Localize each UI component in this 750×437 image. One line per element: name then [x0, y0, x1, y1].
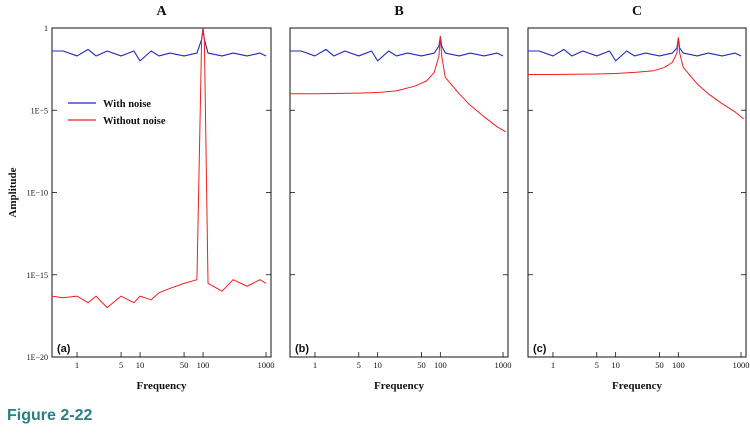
panel-a-y-tick-label: 1E−20 — [27, 353, 48, 362]
panel-a-series-with-noise — [52, 28, 267, 62]
panel-c-title: C — [632, 4, 642, 19]
panel-a-x-tick-label: 100 — [197, 360, 210, 370]
panel-b-x-tick-label: 1000 — [495, 360, 512, 370]
panel-b-x-axis-label: Frequency — [374, 380, 424, 392]
panel-a-title: A — [156, 4, 167, 19]
panel-c-x-tick-label: 1000 — [733, 360, 750, 370]
panel-a-y-tick-label: 1E−15 — [27, 271, 48, 280]
panel-c-x-tick-label: 50 — [655, 360, 664, 370]
panel-a-y-tick-label: 1E−5 — [31, 106, 48, 115]
panel-b-x-tick-label: 50 — [417, 360, 426, 370]
panel-b-x-tick-label: 1 — [313, 360, 317, 370]
panel-c-x-tick-label: 100 — [672, 360, 685, 370]
legend-entry-without-noise: Without noise — [103, 116, 166, 127]
panel-b-x-tick-label: 5 — [357, 360, 361, 370]
panel-b-series-with-noise — [290, 36, 504, 62]
panel-c-frame — [527, 27, 747, 358]
panel-b-panel-label: (b) — [295, 343, 309, 355]
legend-entry-with-noise: With noise — [103, 99, 151, 110]
panel-c-x-tick-label: 5 — [595, 360, 599, 370]
panel-a-series-without-noise — [51, 28, 267, 309]
panel-b-series-without-noise — [290, 36, 506, 133]
panel-c-x-tick-label: 1 — [551, 360, 555, 370]
panel-a-y-tick-label: 1 — [44, 24, 48, 33]
panel-b-x-tick-label: 10 — [373, 360, 382, 370]
panel-c-series-without-noise — [528, 37, 744, 120]
panel-a-y-tick-label: 1E−10 — [27, 189, 48, 198]
panel-c-x-axis-label: Frequency — [612, 380, 662, 392]
panel-a-x-tick-label: 10 — [136, 360, 145, 370]
panel-b-frame — [289, 27, 509, 358]
panel-a-x-tick-label: 5 — [119, 360, 123, 370]
panel-b-x-tick-label: 100 — [434, 360, 447, 370]
panel-c-x-tick-label: 10 — [611, 360, 620, 370]
panel-a-frame — [51, 27, 272, 358]
figure-caption: Figure 2-22 — [7, 407, 93, 424]
spectrum-figure: A 1 5 10 50 100 1000 Frequency 1 1E−5 1E−10 1E−15 1E… — [7, 4, 750, 392]
panel-a-y-axis-label: Amplitude — [7, 167, 19, 217]
panel-a-x-axis-label: Frequency — [137, 380, 187, 392]
panel-b-title: B — [394, 4, 403, 19]
panel-c-panel-label: (c) — [533, 343, 547, 355]
panel-a-panel-label: (a) — [57, 343, 71, 355]
panel-a-x-tick-label: 50 — [180, 360, 189, 370]
panel-a-x-tick-label: 1 — [75, 360, 79, 370]
panel-a-x-tick-label: 1000 — [258, 360, 275, 370]
panel-c-series-with-noise — [528, 37, 742, 62]
